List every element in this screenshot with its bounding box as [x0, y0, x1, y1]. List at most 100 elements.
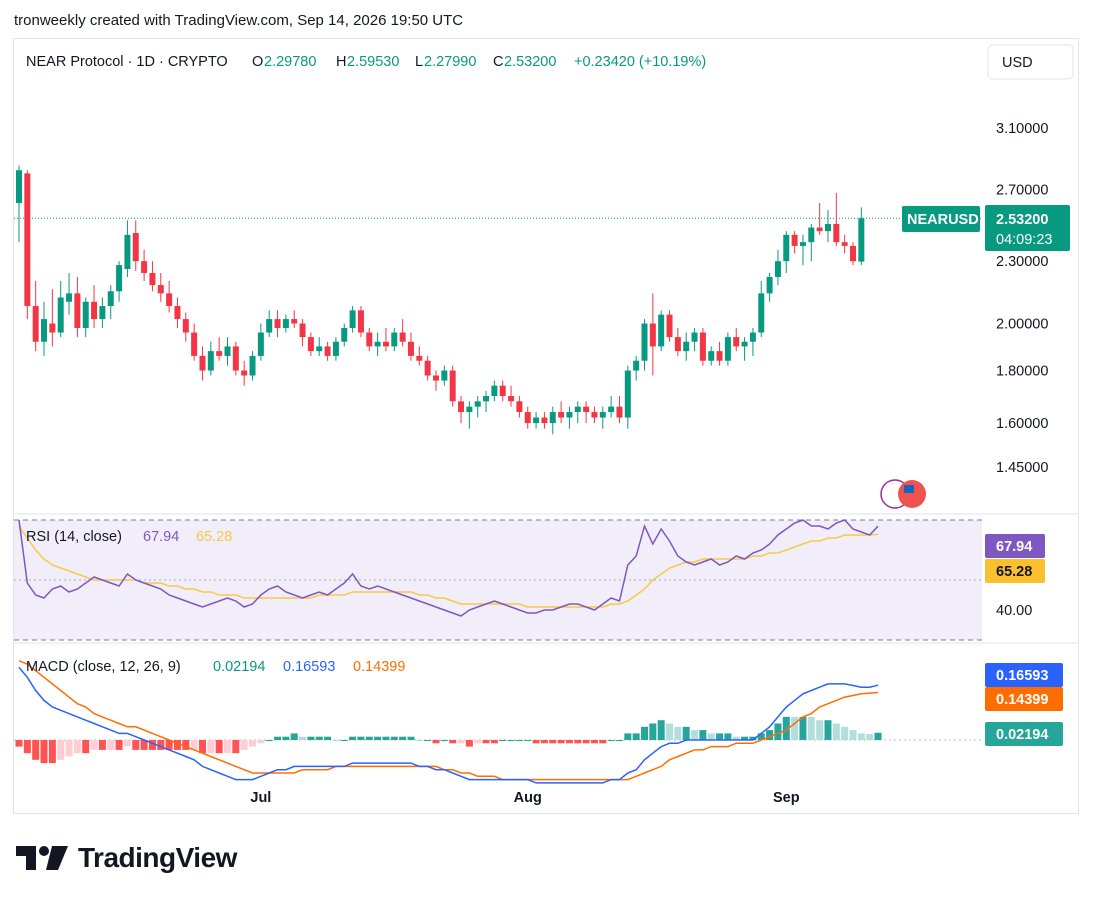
- candle-body[interactable]: [307, 337, 314, 352]
- currency-button-box[interactable]: [987, 44, 1074, 80]
- candle-body[interactable]: [649, 323, 656, 347]
- macd-pane[interactable]: MACD (close, 12, 26, 9) 0.02194 0.16593 0.1…: [14, 659, 1063, 784]
- candle-body[interactable]: [449, 370, 456, 402]
- candle-body[interactable]: [299, 323, 306, 338]
- candle-body[interactable]: [816, 227, 823, 232]
- candle-body[interactable]: [332, 341, 339, 356]
- candle-body[interactable]: [841, 242, 848, 246]
- candle-body[interactable]: [833, 223, 840, 243]
- candle-body[interactable]: [57, 297, 64, 333]
- candle-body[interactable]: [282, 319, 289, 329]
- candle-body[interactable]: [599, 412, 606, 418]
- candle-body[interactable]: [249, 355, 256, 376]
- candle-body[interactable]: [82, 301, 89, 329]
- candle-body[interactable]: [149, 272, 156, 286]
- candle-body[interactable]: [32, 306, 39, 342]
- candle-body[interactable]: [824, 223, 831, 232]
- candle-body[interactable]: [566, 412, 573, 418]
- candle-body[interactable]: [41, 319, 48, 342]
- candle-body[interactable]: [658, 314, 665, 347]
- candle-body[interactable]: [791, 234, 798, 246]
- candle-body[interactable]: [433, 375, 439, 381]
- candle-body[interactable]: [499, 385, 506, 397]
- candle-body[interactable]: [724, 337, 731, 361]
- candle-body[interactable]: [141, 261, 148, 273]
- candle-body[interactable]: [257, 332, 264, 356]
- candle-body[interactable]: [49, 323, 56, 333]
- candle-body[interactable]: [483, 396, 490, 402]
- candle-body[interactable]: [349, 310, 356, 329]
- candle-body[interactable]: [716, 351, 723, 361]
- candle-body[interactable]: [241, 370, 248, 376]
- candle-body[interactable]: [466, 406, 473, 413]
- candle-body[interactable]: [374, 341, 381, 347]
- candle-body[interactable]: [691, 332, 698, 342]
- price-pane[interactable]: 3.10000 2.70000 2.30000 2.00000 1.80000 1.600…: [14, 121, 1078, 644]
- candle-body[interactable]: [174, 306, 181, 320]
- candle-body[interactable]: [274, 319, 281, 329]
- candle-body[interactable]: [116, 265, 123, 292]
- candle-body[interactable]: [382, 341, 389, 347]
- candle-body[interactable]: [424, 360, 431, 376]
- candle-body[interactable]: [191, 332, 198, 356]
- candle-body[interactable]: [458, 401, 465, 413]
- candle-body[interactable]: [266, 319, 273, 333]
- candle-body[interactable]: [541, 417, 548, 424]
- candle-body[interactable]: [66, 293, 73, 302]
- currency-label[interactable]: USD: [1002, 55, 1033, 71]
- rsi-pane[interactable]: RSI (14, close) 67.94 65.28 67.94 65.28 40.00: [14, 519, 1045, 641]
- candle-body[interactable]: [324, 346, 331, 356]
- candle-body[interactable]: [524, 412, 531, 424]
- candle-body[interactable]: [808, 227, 815, 243]
- candle-body[interactable]: [357, 310, 364, 333]
- candle-body[interactable]: [608, 406, 615, 413]
- ticker-badge[interactable]: NEARUSD: [902, 206, 980, 232]
- candle-body[interactable]: [558, 412, 565, 418]
- candle-body[interactable]: [232, 346, 239, 371]
- candle-body[interactable]: [224, 346, 231, 356]
- candle-body[interactable]: [516, 401, 523, 413]
- candle-body[interactable]: [474, 401, 481, 407]
- candle-body[interactable]: [407, 341, 414, 356]
- candle-body[interactable]: [207, 351, 214, 371]
- candle-body[interactable]: [749, 332, 756, 342]
- candle-body[interactable]: [107, 291, 114, 307]
- candle-body[interactable]: [316, 346, 323, 352]
- candle-body[interactable]: [216, 351, 223, 356]
- candle-body[interactable]: [799, 242, 806, 246]
- candle-body[interactable]: [166, 293, 173, 307]
- candle-body[interactable]: [683, 341, 690, 352]
- candle-body[interactable]: [533, 417, 540, 424]
- candle-body[interactable]: [858, 218, 865, 262]
- candle-body[interactable]: [850, 245, 856, 262]
- candle-body[interactable]: [758, 293, 765, 333]
- candle-body[interactable]: [508, 396, 515, 402]
- candle-body[interactable]: [491, 385, 498, 397]
- candle-body[interactable]: [733, 337, 740, 347]
- candle-body[interactable]: [16, 170, 22, 204]
- candle-body[interactable]: [624, 370, 631, 418]
- candle-body[interactable]: [24, 173, 31, 307]
- candle-body[interactable]: [341, 328, 348, 342]
- candle-body[interactable]: [708, 351, 715, 361]
- ticker-badge-box[interactable]: [902, 206, 980, 232]
- candle-body[interactable]: [766, 276, 773, 294]
- candle-body[interactable]: [199, 355, 206, 371]
- candle-body[interactable]: [741, 341, 748, 347]
- candle-body[interactable]: [441, 370, 448, 381]
- candle-body[interactable]: [674, 337, 681, 352]
- candle-body[interactable]: [99, 306, 106, 320]
- candle-body[interactable]: [616, 406, 623, 418]
- candle-body[interactable]: [366, 332, 373, 347]
- candle-body[interactable]: [583, 406, 590, 413]
- candle-body[interactable]: [74, 293, 81, 329]
- candle-body[interactable]: [633, 360, 640, 371]
- currency-button[interactable]: USD: [987, 44, 1074, 80]
- candle-body[interactable]: [549, 412, 556, 424]
- candle-body[interactable]: [182, 319, 189, 333]
- candle-body[interactable]: [774, 261, 781, 277]
- candle-body[interactable]: [124, 234, 131, 269]
- candle-body[interactable]: [91, 301, 98, 320]
- candle-body[interactable]: [416, 355, 423, 361]
